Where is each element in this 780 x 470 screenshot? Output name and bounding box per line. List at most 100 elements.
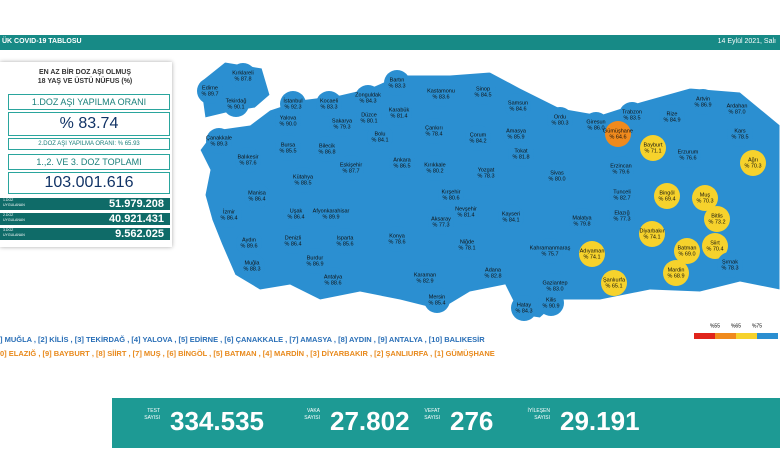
province-area [283,201,309,227]
province-area [654,183,680,209]
province-area [275,108,301,134]
province-name: Tekirdağ [226,98,247,104]
dose1-title: 1.DOZ AŞI YAPILMA ORANI [8,94,170,110]
province-area [608,156,634,182]
province-area [424,287,450,313]
province-name: Balıkesir [237,154,258,160]
province-name: Bursa [281,142,296,148]
legend-swatch [736,333,757,339]
province-value: % 87.6 [239,160,256,166]
province-value: % 79.8 [573,221,590,227]
province-name: Muş [700,192,711,198]
province-name: Siirt [710,240,720,246]
province-area [428,81,454,107]
province-area [275,135,301,161]
stat-label: VAKA [307,408,320,414]
province-value: % 85.4 [428,300,445,306]
province-value: % 85.5 [279,148,296,154]
province-name: Ordu [554,114,566,120]
province-name: Şırnak [722,259,738,265]
province-area [239,253,265,279]
province-area [511,295,537,321]
province-value: % 69.0 [678,251,695,257]
province-name: Mersin [429,294,446,300]
province-area [674,238,700,264]
province-value: % 86.4 [284,241,301,247]
province-name: Denizli [285,235,302,241]
province-area [244,183,270,209]
province-area [508,141,534,167]
legend: %55 %65 %75 [694,323,778,339]
province-name: Kırıkkale [424,162,445,168]
province-value: % 83.3 [388,83,405,89]
province-name: Şanlıurfa [603,277,626,283]
province-value: % 86.5 [393,163,410,169]
province-area [583,112,609,138]
province-name: Çanakkale [206,135,232,141]
province-area [498,204,524,230]
province-value: % 82.7 [613,195,630,201]
province-area [428,209,454,235]
province-name: Bayburt [644,142,663,148]
province-value: % 77.3 [613,216,630,222]
province-area [465,125,491,151]
province-area [470,79,496,105]
dose-row: 3.DOZ UYGULANAN 9.562.025 [0,228,170,240]
province-name: Tokat [514,148,528,154]
province-name: Karaman [414,272,436,278]
province-value: % 83.5 [623,115,640,121]
province-area [480,260,506,286]
province-name: Elazığ [614,210,629,216]
province-area [537,238,563,264]
province-value: % 90.0 [279,121,296,127]
province-value: % 80.0 [548,176,565,182]
panel-heading: EN AZ BİR DOZ AŞI OLMUŞ 18 YAŞ VE ÜSTÜ NÜ… [10,68,160,86]
province-name: Kocaeli [320,98,338,104]
province-area [438,182,464,208]
province-value: % 87.7 [342,168,359,174]
province-area [473,160,499,186]
province-value: % 70.3 [696,198,713,204]
province-area [704,206,730,232]
province-name: Samsun [508,100,528,106]
province-value: % 84.3 [359,98,376,104]
province-name: Batman [678,245,697,251]
stat-value: 29.191 [560,406,640,436]
province-name: Bartın [390,77,405,83]
province-name: Artvin [696,96,710,102]
province-area [601,270,627,296]
dose1-value: % 83.74 [8,112,170,136]
province-value: % 84.5 [474,92,491,98]
province-area [355,85,381,111]
province-area [412,265,438,291]
province-area [717,252,743,278]
dose-value: 51.979.208 [108,198,164,210]
province-value: % 86.4 [248,196,265,202]
province-area [235,147,261,173]
province-name: Kırşehir [442,189,461,195]
province-area [384,70,410,96]
province-area [197,78,223,104]
province-value: % 92.3 [284,104,301,110]
province-name: Bitlis [711,213,723,219]
province-value: % 87.0 [728,109,745,115]
province-area [505,93,531,119]
province-value: % 88.6 [324,280,341,286]
province-name: Yozgat [478,167,495,173]
province-name: Erzurum [678,149,699,155]
province-area [640,135,666,161]
legend-swatch [694,333,715,339]
worst-list: 0] ELAZIĞ , [9] BAYBURT , [8] SİİRT , [7… [0,349,495,358]
stat-label: SAYISI [424,415,440,421]
legend-swatch [757,333,778,339]
province-area [569,208,595,234]
province-name: Adıyaman [580,248,605,254]
province-value: % 81.4 [390,113,407,119]
province-name: Konya [389,233,406,239]
province-name: Bilecik [319,143,335,149]
province-value: % 89.9 [322,214,339,220]
stat-label: İYİLEŞEN [527,408,550,414]
province-name: Manisa [248,190,267,196]
province-area [453,199,479,225]
province-value: % 78.3 [721,265,738,271]
